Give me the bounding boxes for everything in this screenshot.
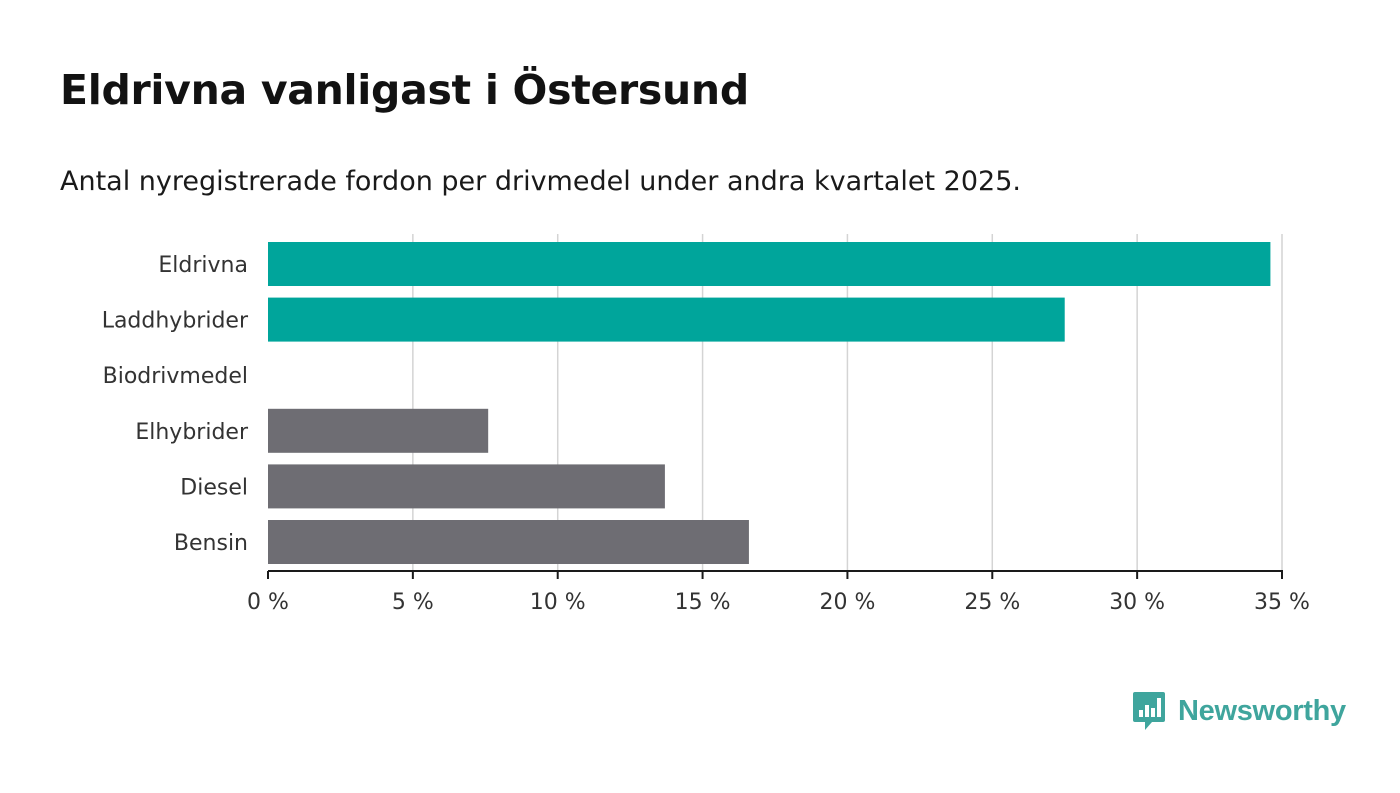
brand-name: Newsworthy	[1178, 694, 1346, 727]
brand-logo: Newsworthy	[1132, 690, 1346, 732]
category-label: Elhybrider	[135, 420, 249, 445]
bar-laddhybrider	[268, 297, 1065, 342]
bar-bensin	[268, 520, 749, 564]
chart-title: Eldrivna vanligast i Östersund	[60, 66, 749, 114]
x-tick-label: 0 %	[247, 590, 289, 615]
bar-eldrivna	[268, 242, 1271, 286]
category-label: Laddhybrider	[102, 309, 249, 334]
category-label: Bensin	[174, 531, 248, 556]
x-tick-label: 15 %	[675, 590, 731, 615]
x-tick-label: 5 %	[392, 590, 434, 615]
bar-elhybrider	[268, 408, 489, 453]
newsworthy-logo-icon	[1133, 692, 1165, 730]
x-tick-label: 25 %	[964, 590, 1020, 615]
chart-subtitle: Antal nyregistrerade fordon per drivmede…	[60, 166, 1021, 197]
category-label: Biodrivmedel	[103, 364, 248, 389]
category-label: Diesel	[180, 475, 248, 500]
x-tick-label: 20 %	[819, 590, 875, 615]
bar-diesel	[268, 464, 665, 509]
category-label: Eldrivna	[158, 253, 248, 278]
x-tick-label: 30 %	[1109, 590, 1165, 615]
x-tick-label: 10 %	[530, 590, 586, 615]
x-tick-label: 35 %	[1254, 590, 1310, 615]
